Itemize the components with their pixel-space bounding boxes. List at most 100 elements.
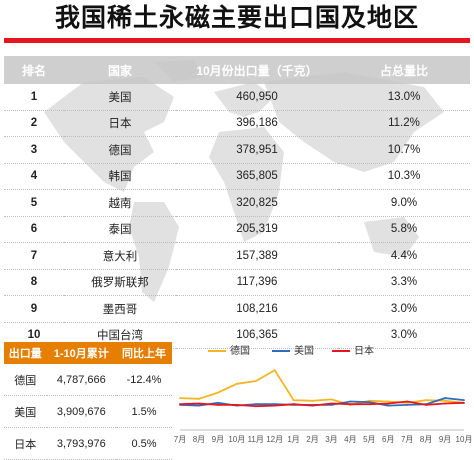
- rank-cell: 9: [4, 295, 64, 323]
- data-point: [216, 403, 219, 406]
- ranking-table-header: 排名 国家 10月份出口量（千克） 占总量比: [4, 56, 470, 84]
- country-cell: 日本: [4, 427, 47, 460]
- data-point: [216, 401, 219, 404]
- data-point: [387, 400, 390, 403]
- x-tick-label: 5月: [363, 435, 375, 444]
- data-point: [273, 403, 276, 406]
- x-tick-label: 8月: [420, 435, 432, 444]
- country-cell: 泰国: [64, 216, 176, 243]
- data-point: [368, 399, 371, 402]
- table-row: 5 越南 320,825 9.0%: [4, 189, 470, 217]
- rank-cell: 4: [4, 163, 64, 190]
- data-point: [216, 391, 219, 394]
- title-underline: [4, 38, 470, 43]
- data-point: [179, 403, 181, 406]
- data-point: [406, 400, 409, 403]
- page-title: 我国稀土永磁主要出口国及地区: [54, 4, 419, 32]
- share-cell: 9.0%: [338, 189, 470, 217]
- data-point: [235, 403, 238, 406]
- total-cell: 4,787,666: [46, 364, 116, 396]
- country-cell: 越南: [64, 189, 176, 217]
- data-point: [273, 404, 276, 407]
- data-point: [235, 382, 238, 385]
- country-cell: 德国: [64, 136, 176, 164]
- share-cell: 10.3%: [338, 163, 470, 190]
- country-cell: 墨西哥: [64, 295, 176, 323]
- x-tick-label: 6月: [382, 435, 394, 444]
- country-cell: 俄罗斯联邦: [64, 269, 176, 296]
- legend-item-germany: 德国: [208, 342, 250, 357]
- data-point: [463, 399, 465, 402]
- legend-item-japan: 日本: [332, 342, 374, 357]
- share-cell: 4.4%: [338, 242, 470, 270]
- share-cell: 3.0%: [338, 322, 470, 349]
- data-point: [368, 403, 371, 406]
- export-ranking-table: 排名 国家 10月份出口量（千克） 占总量比 1 美国 460,950 13.0% 2…: [4, 56, 470, 349]
- header-amount: 10月份出口量（千克）: [176, 56, 338, 84]
- yoy-cell: 1.5%: [116, 395, 172, 428]
- x-tick-label: 11月: [248, 435, 264, 444]
- share-cell: 5.8%: [338, 216, 470, 243]
- table-row: 7 意大利 157,389 4.4%: [4, 242, 470, 270]
- x-tick-label: 9月: [212, 435, 224, 444]
- country-cell: 德国: [4, 364, 47, 396]
- header-yoy: 同比上年: [116, 342, 172, 364]
- x-tick-label: 7月: [401, 435, 413, 444]
- data-point: [198, 397, 200, 400]
- cumulative-export-table: 出口量 1-10月累计 同比上年 德国 4,787,666 -12.4% 美国 3,9…: [4, 342, 172, 460]
- country-cell: 美国: [4, 395, 47, 428]
- data-point: [311, 404, 314, 407]
- x-tick-label: 12月: [266, 435, 283, 444]
- amount-cell: 108,216: [176, 295, 338, 323]
- rank-cell: 5: [4, 189, 64, 217]
- data-point: [254, 403, 257, 406]
- data-point: [387, 404, 390, 407]
- table-row: 日本 3,793,976 0.5%: [4, 427, 172, 460]
- data-point: [387, 402, 390, 405]
- series-line-0: [179, 368, 465, 406]
- x-tick-label: 10月: [228, 435, 245, 444]
- data-point: [330, 398, 333, 401]
- x-tick-label: 2月: [306, 435, 318, 444]
- total-cell: 3,793,976: [46, 427, 116, 460]
- table-row: 1 美国 460,950 13.0%: [4, 84, 470, 111]
- header-export: 出口量: [4, 342, 47, 364]
- x-tick-label: 1月: [287, 435, 299, 444]
- data-point: [311, 399, 314, 402]
- data-point: [463, 401, 465, 404]
- x-tick-label: 10月: [456, 435, 472, 444]
- legend-label: 美国: [294, 346, 314, 357]
- share-cell: 10.7%: [338, 136, 470, 164]
- header-country: 国家: [64, 56, 176, 84]
- legend-swatch: [332, 350, 350, 353]
- country-cell: 美国: [64, 84, 176, 111]
- data-point: [444, 399, 446, 402]
- data-point: [425, 403, 428, 406]
- table-row: 9 墨西哥 108,216 3.0%: [4, 295, 470, 323]
- data-point: [368, 401, 371, 404]
- header-share: 占总量比: [338, 56, 470, 84]
- data-point: [349, 403, 352, 406]
- table-row: 6 泰国 205,319 5.8%: [4, 216, 470, 243]
- amount-cell: 396,186: [176, 110, 338, 137]
- data-point: [444, 402, 446, 405]
- data-point: [198, 402, 200, 405]
- rank-cell: 7: [4, 242, 64, 270]
- legend-label: 德国: [230, 346, 250, 357]
- legend-label: 日本: [354, 346, 374, 357]
- amount-cell: 365,805: [176, 163, 338, 190]
- rank-cell: 2: [4, 110, 64, 137]
- table-row: 德国 4,787,666 -12.4%: [4, 364, 172, 396]
- data-point: [292, 399, 295, 402]
- data-point: [330, 402, 333, 405]
- table-row: 4 韩国 365,805 10.3%: [4, 163, 470, 190]
- x-tick-label: 3月: [325, 435, 337, 444]
- data-point: [425, 399, 428, 402]
- share-cell: 3.3%: [338, 269, 470, 296]
- country-cell: 韩国: [64, 163, 176, 190]
- rank-cell: 8: [4, 269, 64, 296]
- table-row: 8 俄罗斯联邦 117,396 3.3%: [4, 269, 470, 296]
- x-tick-label: 9月: [439, 435, 451, 444]
- table-row: 3 德国 378,951 10.7%: [4, 136, 470, 164]
- share-cell: 13.0%: [338, 84, 470, 111]
